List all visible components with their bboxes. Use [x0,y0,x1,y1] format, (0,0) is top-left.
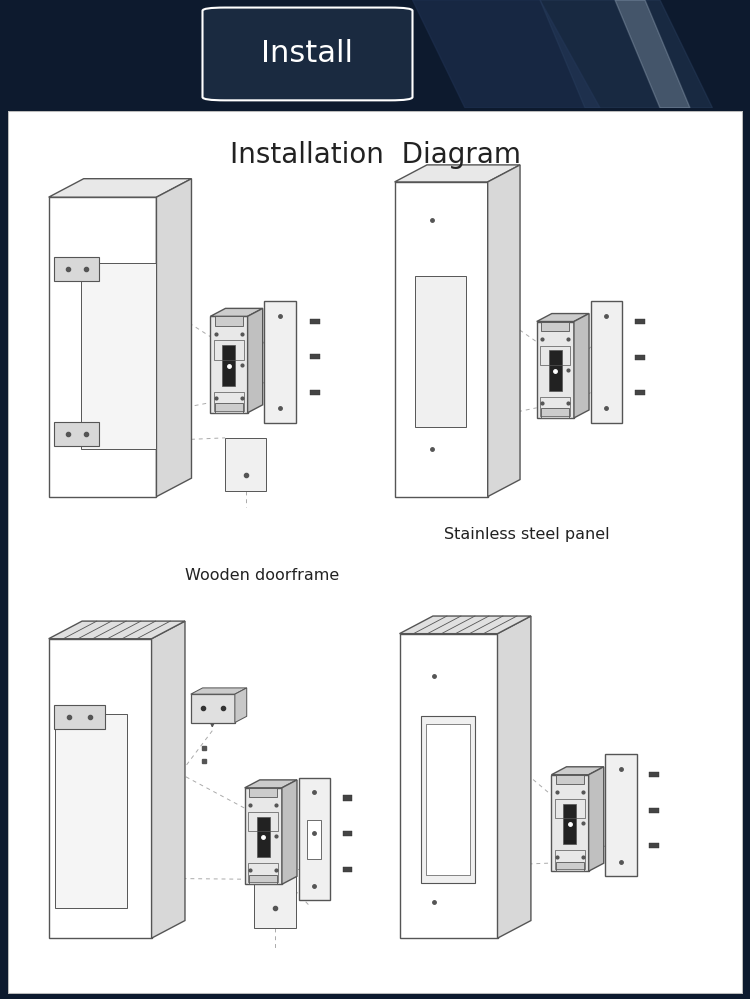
FancyBboxPatch shape [202,8,412,100]
Bar [214,404,243,413]
Polygon shape [210,317,248,413]
Bar [248,812,278,831]
Bar [634,390,644,396]
Polygon shape [49,638,152,938]
Polygon shape [590,302,622,423]
Bar [542,322,569,331]
Polygon shape [497,616,531,938]
Bar [310,319,320,324]
Bar [650,772,659,777]
Polygon shape [244,788,282,884]
Bar [563,803,576,844]
Polygon shape [394,182,488,497]
Polygon shape [244,780,297,788]
Polygon shape [49,621,185,638]
Polygon shape [235,688,247,722]
Bar [54,257,99,281]
Polygon shape [55,713,127,908]
Bar [541,397,570,416]
Bar [548,351,562,391]
Text: Stainless steel panel: Stainless steel panel [444,527,610,542]
Bar [541,346,570,365]
Polygon shape [157,179,191,497]
Bar [310,355,320,360]
Bar [214,317,243,326]
Bar [256,817,269,857]
Bar [556,861,584,871]
Polygon shape [81,263,157,449]
Bar [426,724,470,875]
Bar [307,820,321,859]
Polygon shape [49,179,191,197]
Bar [542,409,569,418]
Polygon shape [190,694,235,722]
Bar [214,341,244,360]
Polygon shape [574,314,589,418]
Polygon shape [421,716,475,883]
Bar [555,850,585,869]
Bar [310,390,320,395]
Text: Installation  Diagram: Installation Diagram [230,141,520,170]
Bar [343,795,352,800]
Bar [650,808,659,813]
Polygon shape [210,309,262,317]
Polygon shape [551,775,589,871]
Bar [54,422,99,446]
Polygon shape [413,0,600,108]
Bar [249,875,277,884]
Polygon shape [49,197,157,497]
Polygon shape [264,301,296,423]
Bar [555,799,585,818]
Polygon shape [615,0,690,108]
Bar [343,831,352,836]
Polygon shape [605,754,637,876]
Text: Wooden doorframe: Wooden doorframe [185,567,340,582]
Bar [54,704,105,728]
Polygon shape [488,165,520,497]
Polygon shape [537,314,589,322]
Polygon shape [400,633,497,938]
Polygon shape [589,767,604,871]
Polygon shape [248,309,262,413]
Polygon shape [540,0,712,108]
Polygon shape [551,767,604,775]
Polygon shape [190,688,247,694]
Polygon shape [152,621,185,938]
Bar [556,775,584,784]
Polygon shape [298,777,330,899]
Bar [650,843,659,848]
Polygon shape [537,322,574,418]
Bar [225,438,266,491]
Bar [634,319,644,324]
Bar [343,866,352,871]
Polygon shape [415,277,466,428]
Bar [634,355,644,360]
Bar [248,863,278,882]
Polygon shape [282,780,297,884]
Bar [249,788,277,797]
Polygon shape [400,616,531,633]
Bar [214,392,244,411]
Polygon shape [394,165,520,182]
Text: Install: Install [262,39,353,69]
Bar [254,869,296,928]
Bar [222,346,236,386]
